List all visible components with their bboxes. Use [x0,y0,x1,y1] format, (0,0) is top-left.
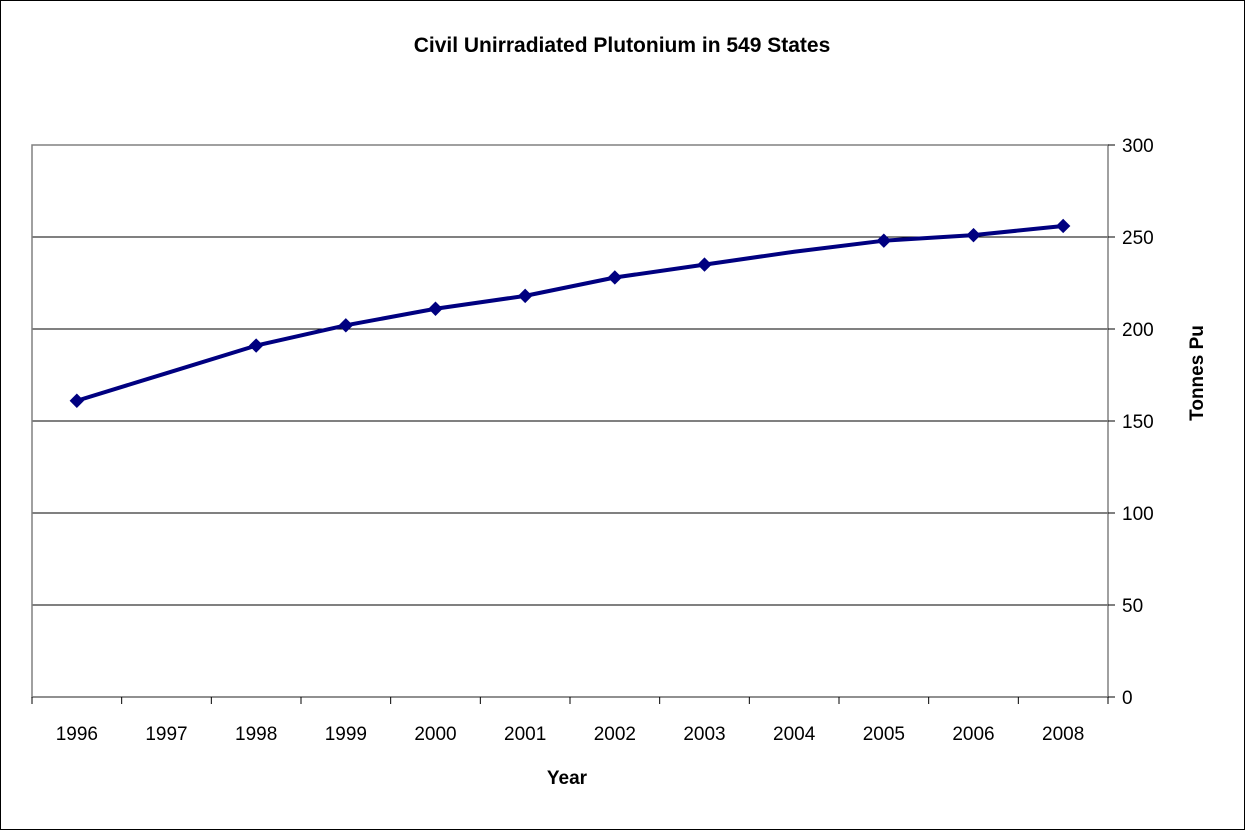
data-point-marker [248,338,264,353]
y-tick-label: 150 [1122,412,1154,433]
x-tick-label: 2002 [594,724,636,745]
data-point-marker [338,318,354,333]
y-tick-label: 300 [1122,136,1154,157]
x-tick-label: 2001 [504,724,546,745]
axes: 0 50 100 150 200 250 300 1996 1997 1998 1999 2000 20… [31,136,1154,745]
x-tick-label: 2006 [952,724,994,745]
x-tick-label: 1998 [235,724,277,745]
x-tick-label: 2005 [863,724,905,745]
chart-title: Civil Unirradiated Plutonium in 549 Stat… [414,34,831,57]
x-tick-label: 2004 [773,724,816,745]
data-point-marker [517,288,533,304]
data-point-marker [697,257,712,272]
y-tick-label: 250 [1122,228,1154,249]
data-point-marker [1055,218,1071,234]
x-tick-label: 2000 [414,724,456,745]
y-tick-label: 200 [1122,320,1154,341]
x-tick-label: 2008 [1042,724,1084,745]
data-point-marker [607,270,623,285]
y-tick-label: 0 [1122,688,1133,709]
x-tick-label: 1997 [145,724,187,745]
x-tick-label: 1996 [56,724,98,745]
data-point-marker [428,301,443,316]
data-point-marker [69,393,85,408]
x-tick-label: 1999 [325,724,367,745]
gridlines [32,236,1108,606]
data-point-marker [876,233,892,248]
series-line [76,223,1064,403]
x-axis-title: Year [547,768,588,789]
data-point-marker [966,227,981,243]
y-axis-title: Tonnes Pu [1187,325,1208,421]
y-tick-label: 100 [1122,504,1154,525]
y-tick-label: 50 [1122,596,1143,617]
series-layer [69,218,1071,408]
x-tick-label: 2003 [683,724,725,745]
